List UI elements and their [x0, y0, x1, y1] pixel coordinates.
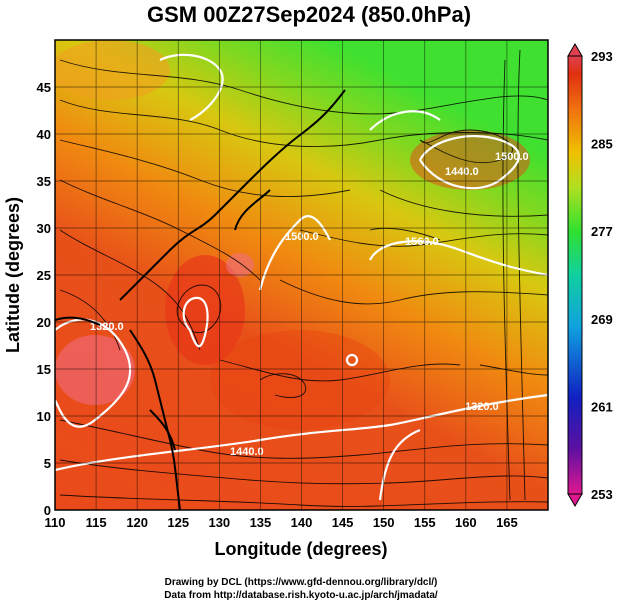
colorbar-tick-label: 285: [591, 137, 613, 152]
contour-label: 1500.0: [495, 151, 529, 163]
x-tick-label: 115: [86, 515, 107, 530]
warm-pocket-east: [410, 130, 530, 190]
contour-label: 1320.0: [465, 401, 499, 413]
y-tick-label: 5: [44, 456, 51, 471]
y-tick-label: 15: [37, 362, 51, 377]
colorbar-tick-label: 269: [591, 312, 613, 327]
x-tick-label: 110: [45, 515, 66, 530]
y-axis-ticks: 0 5 10 15 20 25 30 35 40 45: [37, 80, 51, 518]
x-tick-label: 125: [167, 515, 189, 530]
credit-drawing: Drawing by DCL (https://www.gfd-dennou.o…: [165, 577, 438, 588]
x-tick-label: 155: [414, 515, 436, 530]
y-tick-label: 20: [37, 315, 51, 330]
y-axis-label: Latitude (degrees): [3, 197, 23, 353]
colorbar-scale: [567, 55, 583, 495]
y-tick-label: 25: [37, 268, 51, 283]
contour-label: 1440.0: [230, 446, 264, 458]
colorbar-tick-label: 277: [591, 224, 613, 239]
colorbar-tick-label: 253: [591, 487, 613, 502]
warm-tropical-band: [210, 330, 390, 430]
geopotential-contours: [55, 53, 548, 501]
colorbar-tick-label: 293: [591, 49, 613, 64]
colorbar-max-arrow: [567, 43, 583, 57]
colorbar-min-arrow: [567, 493, 583, 507]
plot-frame: [54, 39, 549, 511]
map-grid: [55, 40, 548, 510]
x-tick-label: 160: [455, 515, 477, 530]
x-axis-ticks: 110 115 120 125 130 135 140 145 150 155 …: [45, 515, 518, 530]
contour-label: 1440.0: [445, 166, 479, 178]
warm-spot-north: [226, 253, 254, 277]
warm-anomaly-southwest: [55, 335, 135, 405]
y-tick-label: 10: [37, 409, 51, 424]
colorbar-tick-label: 261: [591, 399, 613, 414]
y-tick-label: 40: [37, 127, 51, 142]
x-tick-label: 145: [332, 515, 354, 530]
chart-title: GSM 00Z27Sep2024 (850.0hPa): [147, 2, 471, 27]
x-tick-label: 140: [291, 515, 313, 530]
contour-label: 1560.0: [405, 236, 439, 248]
credit-data-source: Data from http://database.rish.kyoto-u.a…: [164, 590, 438, 601]
x-tick-label: 165: [496, 515, 518, 530]
y-tick-label: 35: [37, 174, 51, 189]
x-tick-label: 135: [250, 515, 272, 530]
colorbar-ticks: 293 285 277 269 261 253: [591, 49, 613, 502]
x-axis-label: Longitude (degrees): [214, 539, 387, 559]
y-tick-label: 30: [37, 221, 51, 236]
y-tick-label: 45: [37, 80, 51, 95]
x-tick-label: 150: [373, 515, 395, 530]
colorbar: 293 285 277 269 261 253: [567, 43, 613, 507]
y-tick-label: 0: [44, 503, 51, 518]
streamlines: [59, 49, 548, 507]
x-tick-label: 130: [208, 515, 230, 530]
cooler-air-northwest: [55, 40, 170, 100]
warm-core-central: [165, 255, 245, 365]
x-tick-label: 120: [126, 515, 148, 530]
